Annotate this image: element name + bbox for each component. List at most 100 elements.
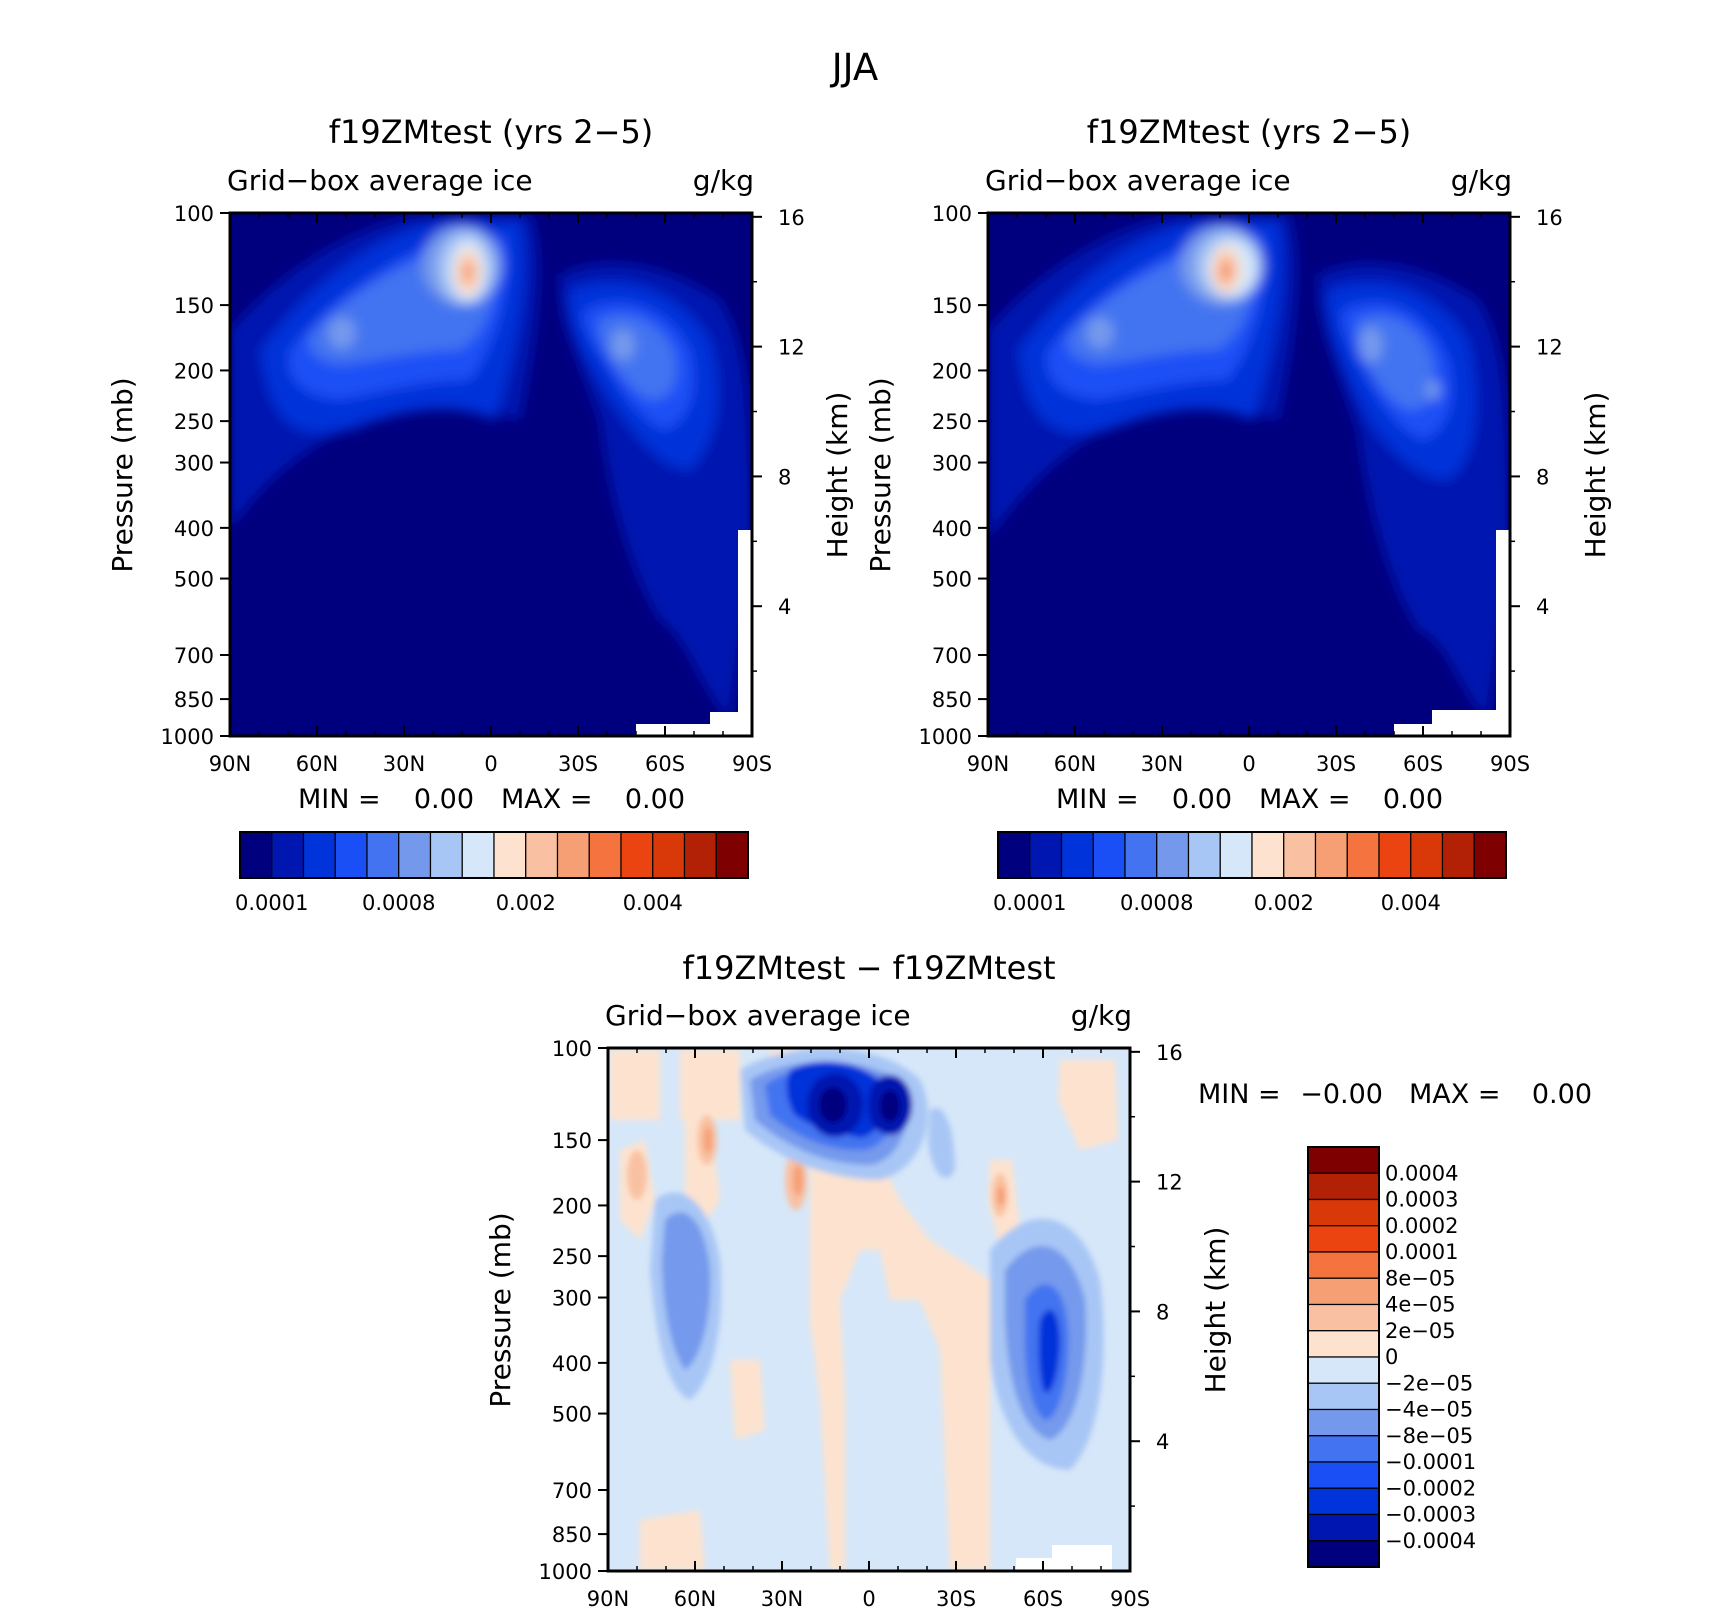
y2-tick-label: 8 bbox=[1536, 465, 1549, 489]
colorbar-swatch bbox=[1307, 1330, 1380, 1358]
panel-3-min-value: −0.00 bbox=[1300, 1079, 1383, 1110]
colorbar-swatch bbox=[239, 831, 273, 879]
colorbar-label: 0.004 bbox=[623, 891, 683, 915]
colorbar-swatch bbox=[1156, 831, 1190, 879]
panel-3-left-string: Grid−box average ice bbox=[605, 999, 911, 1032]
panel-1-missing-region bbox=[636, 530, 752, 736]
panel-2-field bbox=[988, 213, 1510, 736]
colorbar-swatch bbox=[366, 831, 400, 879]
panel-1-colorbar: 0.0001 0.0008 0.002 0.004 bbox=[235, 831, 749, 915]
panel-2-y2-label: Height (km) bbox=[1579, 392, 1612, 559]
panel-3-negative-10 bbox=[1038, 1309, 1060, 1393]
y2-tick-label: 16 bbox=[1156, 1041, 1183, 1065]
colorbar-label: 0.004 bbox=[1381, 891, 1441, 915]
colorbar-swatch bbox=[1307, 1251, 1380, 1279]
colorbar-label: 0.0002 bbox=[1385, 1214, 1458, 1238]
panel-3-positive-1 bbox=[610, 1050, 660, 1120]
panel-3-y-label: Pressure (mb) bbox=[484, 1212, 517, 1407]
y-tick-label: 200 bbox=[932, 359, 972, 383]
y-tick-label: 100 bbox=[552, 1037, 592, 1061]
colorbar-label: 4e−05 bbox=[1385, 1293, 1456, 1317]
y-tick-label: 400 bbox=[552, 1352, 592, 1376]
panel-1-y-label: Pressure (mb) bbox=[106, 377, 139, 572]
colorbar-label: 0.0001 bbox=[993, 891, 1066, 915]
y-tick-label: 250 bbox=[552, 1245, 592, 1269]
x-tick-label: 90N bbox=[209, 752, 251, 776]
panel-2-level-6-south-2 bbox=[1426, 380, 1440, 400]
panel-2-colorbar: 0.0001 0.0008 0.002 0.004 bbox=[993, 831, 1507, 915]
colorbar-label: −0.0002 bbox=[1385, 1476, 1476, 1500]
colorbar-swatch bbox=[1378, 831, 1412, 879]
x-tick-label: 60N bbox=[296, 752, 338, 776]
panel-1-axes: 90N 60N 30N 0 30S 60S 90S 100 150 200 250 300 400 500… bbox=[161, 202, 805, 776]
x-tick-label: 90S bbox=[1110, 1587, 1150, 1611]
panel-3-missing-region bbox=[1016, 1545, 1112, 1571]
y-tick-label: 200 bbox=[552, 1194, 592, 1218]
colorbar-swatch bbox=[429, 831, 463, 879]
x-tick-label: 30S bbox=[936, 1587, 976, 1611]
y-tick-label: 400 bbox=[932, 517, 972, 541]
y-tick-label: 100 bbox=[932, 202, 972, 226]
y-tick-label: 850 bbox=[932, 688, 972, 712]
colorbar-frame bbox=[239, 831, 749, 879]
y-tick-label: 700 bbox=[174, 644, 214, 668]
colorbar-swatch bbox=[715, 831, 749, 879]
panel-3-negative-minimum-2 bbox=[880, 1090, 900, 1122]
panel-3: f19ZMtest − f19ZMtest Grid−box average i… bbox=[484, 949, 1592, 1611]
panel-1-max-value: 0.00 bbox=[625, 784, 685, 815]
colorbar-swatch bbox=[1060, 831, 1094, 879]
y2-tick-label: 4 bbox=[778, 595, 791, 619]
colorbar-label: 2e−05 bbox=[1385, 1319, 1456, 1343]
panel-2-right-string: g/kg bbox=[1451, 164, 1512, 197]
colorbar-label: 0.0008 bbox=[362, 891, 435, 915]
y-tick-label: 300 bbox=[932, 452, 972, 476]
panel-2-contours bbox=[988, 214, 1510, 720]
y-tick-label: 500 bbox=[174, 568, 214, 592]
y2-tick-label: 12 bbox=[1536, 336, 1563, 360]
y2-tick-label: 12 bbox=[778, 336, 805, 360]
panel-1-title: f19ZMtest (yrs 2−5) bbox=[329, 113, 654, 151]
colorbar-label: 0 bbox=[1385, 1345, 1398, 1369]
colorbar-swatch bbox=[1124, 831, 1158, 879]
x-tick-label: 90N bbox=[587, 1587, 629, 1611]
colorbar-label: 0.0001 bbox=[235, 891, 308, 915]
panel-1-max-label: MAX = bbox=[501, 784, 592, 815]
colorbar-swatch bbox=[302, 831, 336, 879]
colorbar-swatch bbox=[1307, 1225, 1380, 1253]
colorbar-label: 0.002 bbox=[496, 891, 556, 915]
y-tick-label: 500 bbox=[552, 1403, 592, 1427]
y-tick-label: 400 bbox=[174, 517, 214, 541]
y-tick-label: 250 bbox=[174, 410, 214, 434]
panel-3-title: f19ZMtest − f19ZMtest bbox=[682, 949, 1055, 987]
x-tick-label: 30N bbox=[1141, 752, 1183, 776]
x-tick-label: 0 bbox=[862, 1587, 875, 1611]
colorbar-swatch bbox=[1092, 831, 1126, 879]
y-tick-label: 700 bbox=[552, 1479, 592, 1503]
y-tick-label: 1000 bbox=[161, 725, 214, 749]
colorbar-swatch bbox=[1473, 831, 1507, 879]
panel-2-max-value: 0.00 bbox=[1383, 784, 1443, 815]
colorbar-swatch bbox=[652, 831, 686, 879]
x-tick-label: 90N bbox=[967, 752, 1009, 776]
panel-3-y2-label: Height (km) bbox=[1199, 1227, 1232, 1394]
colorbar-swatch bbox=[1410, 831, 1444, 879]
y2-tick-label: 4 bbox=[1156, 1430, 1169, 1454]
x-tick-label: 30S bbox=[558, 752, 598, 776]
y-tick-label: 500 bbox=[932, 568, 972, 592]
y2-tick-label: 8 bbox=[778, 465, 791, 489]
panel-2: f19ZMtest (yrs 2−5) Grid−box average ice… bbox=[864, 113, 1612, 915]
panel-2-level-12 bbox=[1223, 266, 1229, 276]
colorbar-label: 0.0001 bbox=[1385, 1240, 1458, 1264]
x-tick-label: 90S bbox=[732, 752, 772, 776]
colorbar-swatch bbox=[1307, 1487, 1380, 1516]
y-tick-label: 300 bbox=[552, 1287, 592, 1311]
panel-3-axes: 90N 60N 30N 0 30S 60S 90S 100 150 200 250 300 400 500… bbox=[539, 1037, 1183, 1611]
panel-2-left-string: Grid−box average ice bbox=[985, 164, 1291, 197]
x-tick-label: 60S bbox=[645, 752, 685, 776]
panel-3-right-string: g/kg bbox=[1071, 999, 1132, 1032]
x-tick-label: 30S bbox=[1316, 752, 1356, 776]
panel-3-positive-peak-2 bbox=[793, 1164, 803, 1196]
panel-2-min-label: MIN = bbox=[1056, 784, 1139, 815]
colorbar-swatch bbox=[1307, 1172, 1380, 1201]
panel-2-axes: 90N 60N 30N 0 30S 60S 90S 100 150 200 250 300 400 500… bbox=[919, 202, 1563, 776]
